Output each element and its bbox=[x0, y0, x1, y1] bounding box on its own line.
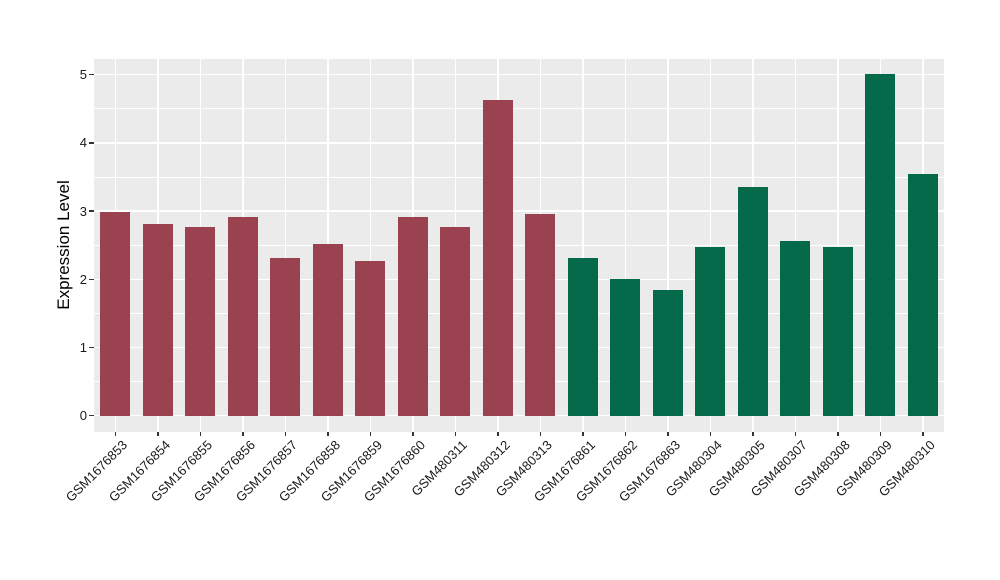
bar-GSM1676853 bbox=[100, 211, 131, 416]
major-gridline bbox=[94, 73, 944, 76]
bar-GSM480311 bbox=[440, 227, 471, 416]
bar-GSM480307 bbox=[780, 241, 811, 416]
bar-GSM1676856 bbox=[227, 217, 258, 416]
bar-GSM480313 bbox=[525, 214, 556, 416]
x-axis-tick bbox=[242, 432, 244, 436]
minor-gridline bbox=[94, 381, 944, 382]
x-axis-tick bbox=[284, 432, 286, 436]
y-tick-label: 1 bbox=[79, 339, 87, 355]
bar-GSM1676859 bbox=[355, 260, 386, 416]
major-gridline bbox=[94, 210, 944, 212]
x-axis-tick bbox=[709, 432, 711, 436]
x-axis-tick bbox=[879, 432, 881, 436]
bar-GSM480310 bbox=[907, 173, 938, 416]
vertical-gridline bbox=[582, 59, 584, 432]
x-axis-tick bbox=[922, 432, 924, 436]
y-tick-label: 4 bbox=[79, 135, 87, 151]
x-axis-tick bbox=[582, 432, 584, 436]
bar-GSM480304 bbox=[695, 247, 726, 416]
bar-GSM1676855 bbox=[185, 227, 216, 416]
x-axis-tick bbox=[327, 432, 329, 436]
x-axis-tick bbox=[624, 432, 626, 436]
major-gridline bbox=[94, 346, 944, 349]
major-gridline bbox=[94, 414, 944, 417]
x-axis-tick bbox=[412, 432, 414, 436]
bar-GSM1676858 bbox=[312, 244, 343, 416]
vertical-gridline bbox=[284, 59, 286, 432]
x-axis-tick bbox=[497, 432, 499, 436]
vertical-gridline bbox=[837, 59, 839, 432]
bar-GSM480312 bbox=[482, 99, 513, 416]
minor-gridline bbox=[94, 176, 944, 178]
vertical-gridline bbox=[624, 59, 626, 432]
minor-gridline bbox=[94, 108, 944, 110]
major-gridline bbox=[94, 142, 944, 144]
bar-GSM480305 bbox=[737, 187, 768, 416]
x-axis-tick bbox=[157, 432, 159, 436]
bar-GSM1676863 bbox=[652, 290, 683, 416]
y-tick-label: 5 bbox=[79, 67, 87, 83]
x-axis-tick bbox=[837, 432, 839, 436]
vertical-gridline bbox=[369, 59, 371, 432]
bar-GSM1676862 bbox=[610, 278, 641, 416]
y-axis-tick bbox=[89, 346, 94, 349]
x-axis-tick bbox=[667, 432, 669, 436]
bar-GSM1676854 bbox=[142, 224, 173, 416]
y-axis-title: Expression Level bbox=[54, 180, 73, 310]
plot-panel bbox=[94, 59, 944, 432]
bar-GSM1676861 bbox=[567, 258, 598, 416]
bar-GSM1676857 bbox=[270, 258, 301, 416]
y-axis-tick bbox=[89, 414, 94, 417]
y-axis-tick bbox=[89, 278, 94, 280]
x-axis-tick bbox=[114, 432, 116, 436]
x-axis-tick bbox=[454, 432, 456, 436]
bar-GSM480308 bbox=[822, 247, 853, 416]
y-axis-tick bbox=[89, 142, 94, 144]
x-axis-tick bbox=[794, 432, 796, 436]
vertical-gridline bbox=[709, 59, 711, 432]
x-axis-tick bbox=[369, 432, 371, 436]
vertical-gridline bbox=[667, 59, 669, 432]
y-axis-tick bbox=[89, 210, 94, 212]
x-axis-tick bbox=[199, 432, 201, 436]
bar-GSM1676860 bbox=[397, 217, 428, 416]
y-tick-label: 2 bbox=[79, 271, 87, 287]
major-gridline bbox=[94, 278, 944, 280]
y-tick-label: 0 bbox=[79, 408, 87, 424]
y-axis-tick bbox=[89, 73, 94, 76]
minor-gridline bbox=[94, 312, 944, 314]
minor-gridline bbox=[94, 244, 944, 246]
x-axis-tick bbox=[539, 432, 541, 436]
y-tick-label: 3 bbox=[79, 203, 87, 219]
x-axis-tick bbox=[752, 432, 754, 436]
bar-GSM480309 bbox=[865, 74, 896, 416]
